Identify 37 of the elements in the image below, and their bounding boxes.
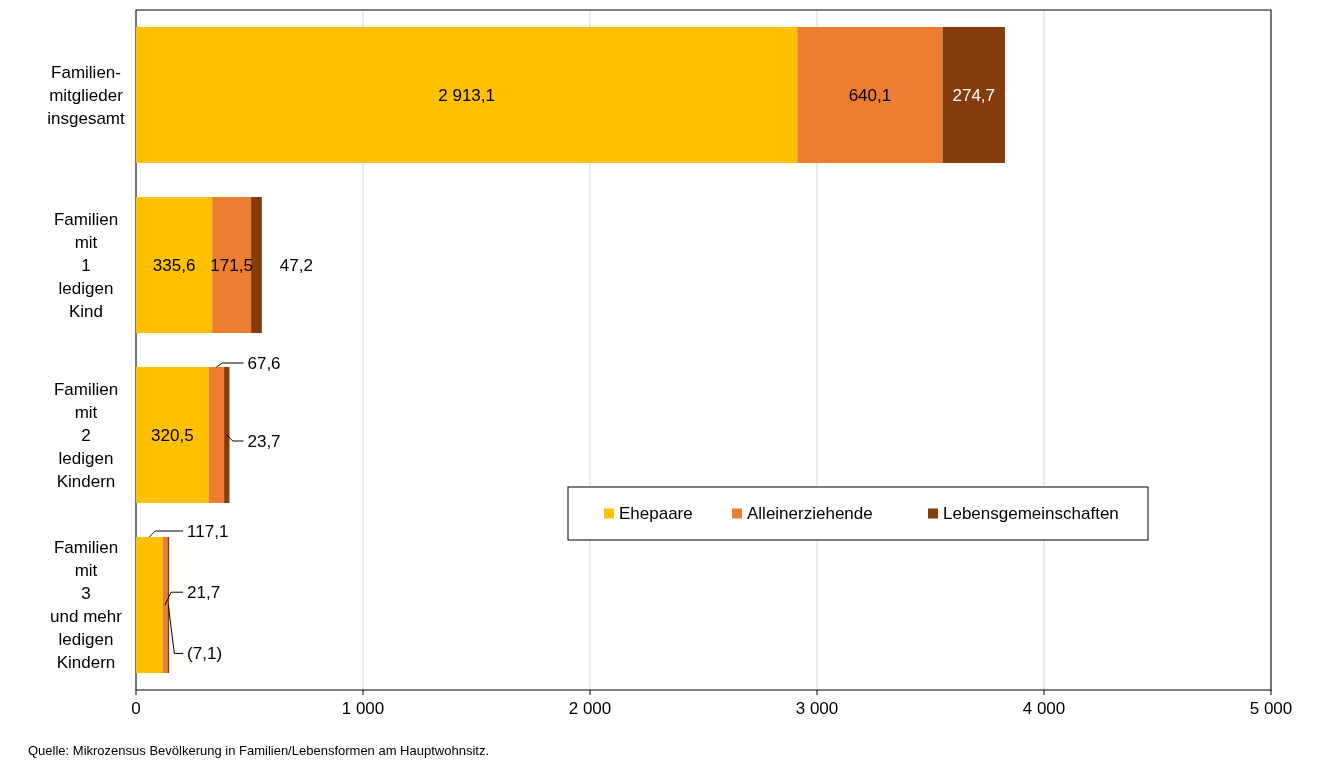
data-label: 171,5 <box>210 255 253 275</box>
bar <box>212 197 252 333</box>
data-label: 274,7 <box>952 85 996 105</box>
data-label: 335,6 <box>152 255 196 275</box>
data-label: 640,1 <box>848 85 892 105</box>
data-label: 67,6 <box>247 353 281 373</box>
y-tick-label: Familien mit 3 und mehr ledigen Kindern <box>50 538 123 673</box>
data-label: 320,5 <box>151 425 194 445</box>
bar <box>136 27 798 163</box>
x-tick-label: 0 <box>131 699 141 718</box>
y-tick-label: Familien- mitglieder insgesamt <box>47 62 126 128</box>
data-label: (7,1) <box>187 644 223 664</box>
data-label: 21,7 <box>187 583 221 603</box>
x-tick-label: 3 000 <box>795 699 839 718</box>
data-label: 23,7 <box>247 431 281 451</box>
legend-label: Lebensgemeinschaften <box>943 504 1119 524</box>
y-tick-label: Familien mit 2 ledigen Kindern <box>53 379 119 491</box>
data-label: 117,1 <box>187 521 229 541</box>
source-note: Quelle: Mikrozensus Bevölkerung in Familien/Lebensformen am Hauptwohnsitz. <box>28 743 489 758</box>
x-tick-label: 5 000 <box>1249 699 1293 718</box>
legend-label: Alleinerziehende <box>747 504 873 524</box>
bar <box>797 27 943 163</box>
x-tick-label: 2 000 <box>568 699 612 718</box>
x-tick-label: 4 000 <box>1022 699 1066 718</box>
data-label: 47,2 <box>279 255 313 275</box>
bar <box>942 27 1005 163</box>
y-tick-label: Familien mit 1 ledigen Kind <box>53 209 119 321</box>
legend-label: Ehepaare <box>619 504 693 524</box>
bar <box>251 197 262 333</box>
bar <box>208 367 225 503</box>
bar <box>136 197 213 333</box>
bar <box>136 537 163 673</box>
bar <box>224 367 230 503</box>
x-tick-label: 1 000 <box>341 699 385 718</box>
bar <box>136 367 209 503</box>
bar <box>162 537 168 673</box>
data-label: 2 913,1 <box>438 85 495 105</box>
